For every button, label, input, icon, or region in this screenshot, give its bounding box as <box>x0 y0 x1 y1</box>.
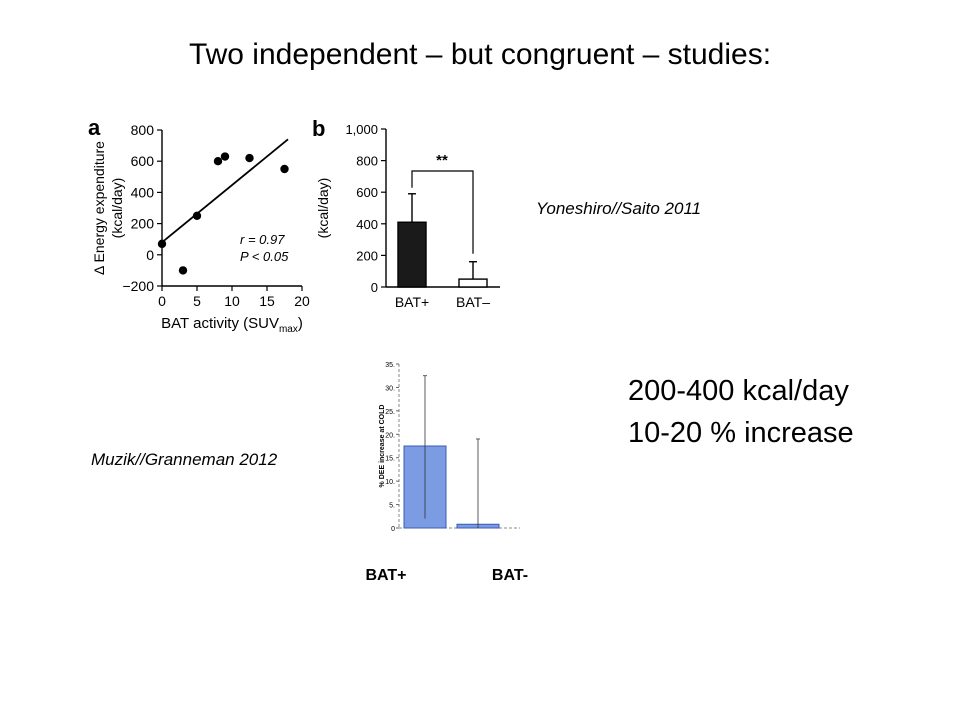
y-axis-label-line1: Δ Energy expenditure <box>91 141 107 275</box>
bar <box>397 221 427 288</box>
significance-bracket <box>411 170 474 254</box>
data-point <box>220 152 230 161</box>
x-category-label-bat-plus: BAT+ <box>365 567 406 584</box>
annotation-p: P < 0.05 <box>240 249 289 264</box>
y-tick-label: 600 <box>131 153 155 169</box>
x-tick-label: 15 <box>259 293 275 309</box>
y-tick-label: 200 <box>356 248 378 263</box>
y-axis-label-line2: (kcal/day) <box>109 178 125 239</box>
y-tick-label: 30. <box>385 385 395 392</box>
caption-yoneshiro-saito: Yoneshiro//Saito 2011 <box>536 199 702 218</box>
y-axis-label: (kcal/day) <box>315 178 331 239</box>
y-tick-label: 15. <box>385 456 395 463</box>
bar <box>458 278 488 288</box>
highlight-box: 200-400 kcal/day 10-20 % increase <box>628 370 854 454</box>
panel-label-a: a <box>88 115 101 140</box>
x-category-label: BAT– <box>456 294 490 310</box>
y-tick-label: 400 <box>131 184 155 200</box>
x-axis-label: BAT activity (SUVmax) <box>161 315 303 335</box>
x-category-label-bat-minus: BAT- <box>492 567 528 584</box>
y-tick-label: 35. <box>385 362 395 369</box>
y-tick-label: 800 <box>131 122 155 138</box>
data-point <box>213 157 223 166</box>
data-point <box>280 164 289 174</box>
slide-title: Two independent – but congruent – studie… <box>188 38 772 71</box>
panel-label-b: b <box>312 116 325 141</box>
annotation-r: r = 0.97 <box>240 232 285 247</box>
x-category-label: BAT+ <box>395 294 429 310</box>
highlight-kcal-per-day: 200-400 kcal/day <box>628 375 849 407</box>
x-tick-label: 20 <box>294 293 310 309</box>
x-tick-label: 10 <box>224 293 240 309</box>
x-tick-label: 5 <box>193 293 201 309</box>
data-point <box>245 153 254 163</box>
y-tick-label: 600 <box>356 185 378 200</box>
y-tick-label: 20. <box>385 432 395 439</box>
y-tick-label: 5. <box>389 503 395 510</box>
significance-marker: ** <box>436 152 448 169</box>
y-tick-label: −200 <box>122 278 154 294</box>
highlight-percent-increase: 10-20 % increase <box>628 417 854 449</box>
y-tick-label: 800 <box>356 154 378 169</box>
y-tick-label: 200 <box>131 216 155 232</box>
y-tick-label: 400 <box>356 217 378 232</box>
y-tick-label: 1,000 <box>345 122 378 137</box>
y-tick-label: 10. <box>385 479 395 486</box>
data-point <box>192 211 202 220</box>
y-tick-label: 0 <box>371 280 378 295</box>
caption-muzik-granneman: Muzik//Granneman 2012 <box>91 450 278 469</box>
y-tick-label: 0 <box>391 526 395 533</box>
x-tick-label: 0 <box>158 293 166 309</box>
data-point <box>157 239 167 249</box>
regression-line <box>161 138 289 244</box>
y-axis-label: % DEE increase at COLD <box>379 405 386 488</box>
y-tick-label: 25. <box>385 409 395 416</box>
data-point <box>178 266 188 275</box>
y-tick-label: 0 <box>146 247 154 263</box>
